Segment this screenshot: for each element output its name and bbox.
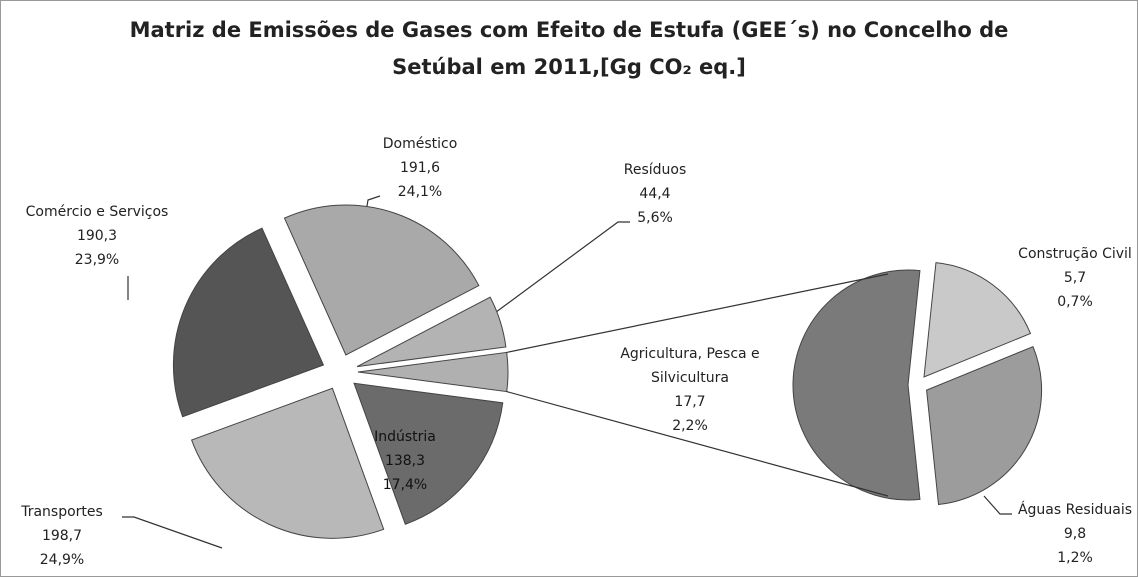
pie-slice bbox=[283, 204, 480, 356]
value-label: 44,4 bbox=[639, 186, 671, 202]
percent-label: 23,9% bbox=[74, 252, 120, 268]
pie-slice bbox=[172, 227, 325, 418]
value-label: 17,7 bbox=[674, 394, 706, 410]
data-label: Comércio e Serviços 190,3 23,9% bbox=[26, 200, 169, 272]
pie-slice bbox=[353, 382, 504, 525]
value-label: 191,6 bbox=[399, 160, 441, 176]
pie-slice bbox=[356, 296, 507, 368]
leader-line bbox=[983, 495, 1012, 515]
leader-line bbox=[122, 516, 223, 549]
pie-slice bbox=[190, 387, 385, 539]
percent-label: 1,2% bbox=[1057, 550, 1093, 566]
chart-title: Matriz de Emissões de Gases com Efeito d… bbox=[129, 18, 1009, 42]
category-label: Águas Residuais bbox=[1017, 502, 1133, 518]
leader-line bbox=[487, 221, 630, 319]
category-label: Indústria bbox=[374, 429, 436, 445]
data-label: Águas Residuais 9,8 1,2% bbox=[1018, 498, 1132, 570]
data-label: Doméstico 191,6 24,1% bbox=[383, 132, 458, 204]
connector-line bbox=[506, 273, 889, 354]
value-label: 5,7 bbox=[1063, 270, 1087, 286]
data-label: Agricultura, Pesca e Silvicultura 17,7 2,2… bbox=[605, 342, 775, 438]
category-label: Comércio e Serviços bbox=[25, 204, 169, 220]
value-label: 9,8 bbox=[1063, 526, 1087, 542]
category-label: Transportes bbox=[21, 504, 103, 520]
data-label: Indústria 138,3 17,4% bbox=[374, 425, 436, 497]
category-label: Resíduos bbox=[623, 162, 687, 178]
category-label: Agricultura, Pesca e Silvicultura bbox=[620, 346, 760, 386]
value-label: 138,3 bbox=[384, 453, 426, 469]
data-label: Construção Civil 5,7 0,7% bbox=[1018, 242, 1132, 314]
percent-label: 2,2% bbox=[672, 418, 708, 434]
data-label: Resíduos 44,4 5,6% bbox=[624, 158, 687, 230]
category-label: Construção Civil bbox=[1018, 246, 1132, 262]
secondary-slice bbox=[923, 262, 1032, 378]
value-label: 198,7 bbox=[41, 528, 83, 544]
chart-title: Setúbal em 2011,[Gg CO₂ eq.] bbox=[392, 55, 746, 79]
percent-label: 24,1% bbox=[397, 184, 443, 200]
category-label: Doméstico bbox=[382, 136, 458, 152]
percent-label: 0,7% bbox=[1057, 294, 1093, 310]
data-label: Transportes 198,7 24,9% bbox=[21, 500, 103, 572]
secondary-slice bbox=[792, 269, 921, 501]
percent-label: 5,6% bbox=[637, 210, 673, 226]
value-label: 190,3 bbox=[76, 228, 118, 244]
connector-line bbox=[506, 391, 889, 497]
percent-label: 17,4% bbox=[382, 477, 428, 493]
percent-label: 24,9% bbox=[39, 552, 85, 568]
other-slice bbox=[357, 351, 509, 393]
secondary-slice bbox=[926, 345, 1043, 506]
